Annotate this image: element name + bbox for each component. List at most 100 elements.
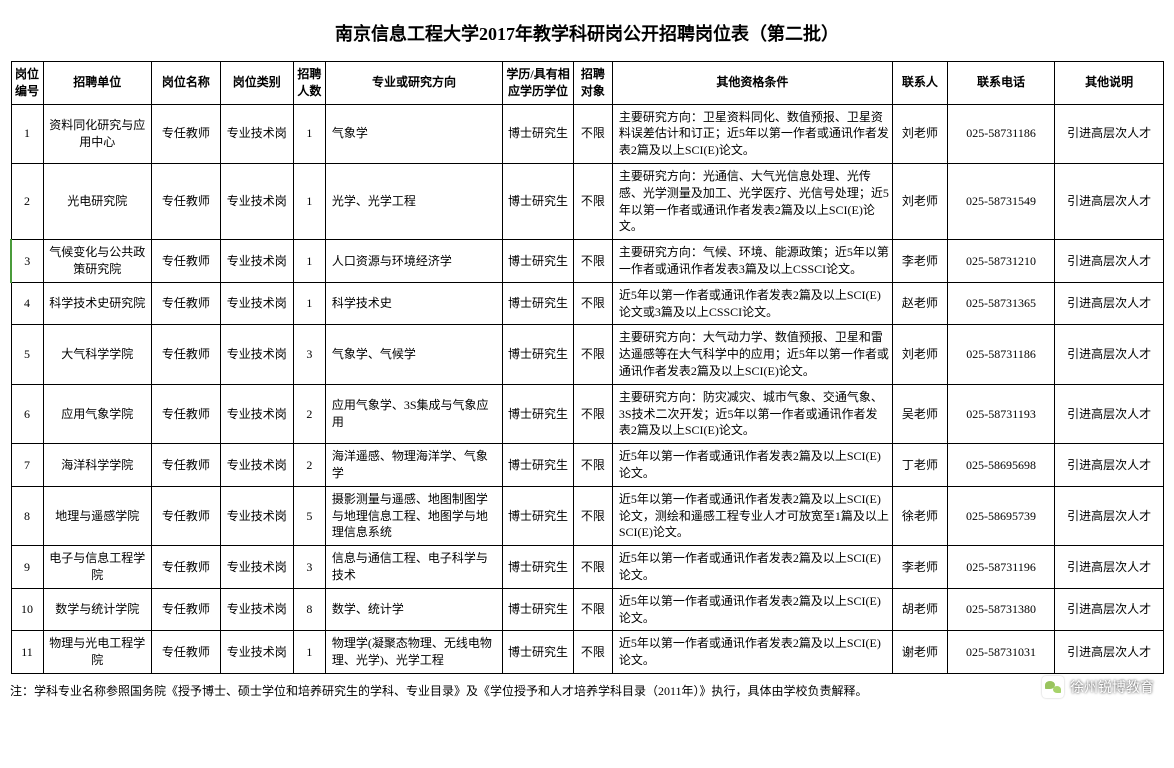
header-count: 招聘人数 bbox=[293, 62, 325, 105]
cell-target: 不限 bbox=[573, 325, 612, 384]
table-row: 9电子与信息工程学院专任教师专业技术岗3信息与通信工程、电子科学与技术博士研究生… bbox=[11, 546, 1164, 589]
header-unit: 招聘单位 bbox=[43, 62, 152, 105]
cell-unit: 大气科学学院 bbox=[43, 325, 152, 384]
cell-unit: 物理与光电工程学院 bbox=[43, 631, 152, 674]
cell-edu: 博士研究生 bbox=[503, 444, 574, 487]
cell-phone: 025-58731196 bbox=[947, 546, 1054, 589]
table-row: 11物理与光电工程学院专任教师专业技术岗1物理学(凝聚态物理、无线电物理、光学)… bbox=[11, 631, 1164, 674]
header-major: 专业或研究方向 bbox=[325, 62, 502, 105]
cell-id: 8 bbox=[11, 486, 43, 545]
cell-note: 引进高层次人才 bbox=[1055, 163, 1164, 239]
cell-note: 引进高层次人才 bbox=[1055, 588, 1164, 631]
cell-qual: 近5年以第一作者或通讯作者发表2篇及以上SCI(E)论文。 bbox=[612, 631, 892, 674]
table-row: 5大气科学学院专任教师专业技术岗3气象学、气候学博士研究生不限主要研究方向：大气… bbox=[11, 325, 1164, 384]
cell-count: 1 bbox=[293, 631, 325, 674]
cell-post-name: 专任教师 bbox=[152, 546, 221, 589]
cell-qual: 主要研究方向：防灾减灾、城市气象、交通气象、3S技术二次开发；近5年以第一作者或… bbox=[612, 384, 892, 443]
header-phone: 联系电话 bbox=[947, 62, 1054, 105]
page-title: 南京信息工程大学2017年教学科研岗公开招聘岗位表（第二批） bbox=[10, 20, 1164, 46]
cell-unit: 光电研究院 bbox=[43, 163, 152, 239]
cell-qual: 主要研究方向：大气动力学、数值预报、卫星和雷达遥感等在大气科学中的应用；近5年以… bbox=[612, 325, 892, 384]
cell-post-type: 专业技术岗 bbox=[220, 631, 293, 674]
cell-id: 9 bbox=[11, 546, 43, 589]
cell-qual: 近5年以第一作者或通讯作者发表2篇及以上SCI(E)论文或3篇及以上CSSCI论… bbox=[612, 282, 892, 325]
table-row: 1资料同化研究与应用中心专任教师专业技术岗1气象学博士研究生不限主要研究方向：卫… bbox=[11, 104, 1164, 163]
cell-contact: 吴老师 bbox=[892, 384, 947, 443]
cell-note: 引进高层次人才 bbox=[1055, 104, 1164, 163]
cell-qual: 近5年以第一作者或通讯作者发表2篇及以上SCI(E)论文。 bbox=[612, 546, 892, 589]
cell-unit: 应用气象学院 bbox=[43, 384, 152, 443]
cell-phone: 025-58695739 bbox=[947, 486, 1054, 545]
cell-post-type: 专业技术岗 bbox=[220, 444, 293, 487]
cell-phone: 025-58731031 bbox=[947, 631, 1054, 674]
cell-contact: 李老师 bbox=[892, 240, 947, 283]
table-row: 2光电研究院专任教师专业技术岗1光学、光学工程博士研究生不限主要研究方向：光通信… bbox=[11, 163, 1164, 239]
cell-id: 10 bbox=[11, 588, 43, 631]
header-contact: 联系人 bbox=[892, 62, 947, 105]
cell-note: 引进高层次人才 bbox=[1055, 631, 1164, 674]
wechat-icon bbox=[1042, 676, 1064, 698]
header-edu: 学历/具有相应学历学位 bbox=[503, 62, 574, 105]
cell-id: 3 bbox=[11, 240, 43, 283]
cell-note: 引进高层次人才 bbox=[1055, 384, 1164, 443]
cell-major: 物理学(凝聚态物理、无线电物理、光学)、光学工程 bbox=[325, 631, 502, 674]
cell-count: 1 bbox=[293, 104, 325, 163]
cell-post-type: 专业技术岗 bbox=[220, 588, 293, 631]
table-row: 3气候变化与公共政策研究院专任教师专业技术岗1人口资源与环境经济学博士研究生不限… bbox=[11, 240, 1164, 283]
cell-contact: 谢老师 bbox=[892, 631, 947, 674]
cell-count: 3 bbox=[293, 546, 325, 589]
cell-target: 不限 bbox=[573, 384, 612, 443]
cell-contact: 徐老师 bbox=[892, 486, 947, 545]
cell-edu: 博士研究生 bbox=[503, 163, 574, 239]
cell-post-type: 专业技术岗 bbox=[220, 282, 293, 325]
cell-major: 气象学 bbox=[325, 104, 502, 163]
cell-qual: 近5年以第一作者或通讯作者发表2篇及以上SCI(E)论文。 bbox=[612, 588, 892, 631]
header-note: 其他说明 bbox=[1055, 62, 1164, 105]
cell-major: 光学、光学工程 bbox=[325, 163, 502, 239]
cell-target: 不限 bbox=[573, 104, 612, 163]
cell-contact: 刘老师 bbox=[892, 325, 947, 384]
recruitment-table: 岗位编号 招聘单位 岗位名称 岗位类别 招聘人数 专业或研究方向 学历/具有相应… bbox=[10, 61, 1164, 674]
header-target: 招聘对象 bbox=[573, 62, 612, 105]
cell-major: 数学、统计学 bbox=[325, 588, 502, 631]
cell-post-name: 专任教师 bbox=[152, 384, 221, 443]
cell-phone: 025-58731193 bbox=[947, 384, 1054, 443]
cell-id: 1 bbox=[11, 104, 43, 163]
cell-phone: 025-58731380 bbox=[947, 588, 1054, 631]
cell-unit: 海洋科学学院 bbox=[43, 444, 152, 487]
cell-contact: 丁老师 bbox=[892, 444, 947, 487]
cell-contact: 刘老师 bbox=[892, 104, 947, 163]
cell-target: 不限 bbox=[573, 486, 612, 545]
header-post-type: 岗位类别 bbox=[220, 62, 293, 105]
cell-id: 6 bbox=[11, 384, 43, 443]
watermark-text: 徐州锐博教育 bbox=[1070, 677, 1154, 697]
cell-note: 引进高层次人才 bbox=[1055, 282, 1164, 325]
cell-major: 科学技术史 bbox=[325, 282, 502, 325]
table-row: 6应用气象学院专任教师专业技术岗2应用气象学、3S集成与气象应用博士研究生不限主… bbox=[11, 384, 1164, 443]
cell-edu: 博士研究生 bbox=[503, 325, 574, 384]
table-row: 7海洋科学学院专任教师专业技术岗2海洋遥感、物理海洋学、气象学博士研究生不限近5… bbox=[11, 444, 1164, 487]
cell-unit: 气候变化与公共政策研究院 bbox=[43, 240, 152, 283]
cell-count: 3 bbox=[293, 325, 325, 384]
cell-target: 不限 bbox=[573, 444, 612, 487]
cell-target: 不限 bbox=[573, 631, 612, 674]
header-id: 岗位编号 bbox=[11, 62, 43, 105]
cell-major: 气象学、气候学 bbox=[325, 325, 502, 384]
cell-post-name: 专任教师 bbox=[152, 240, 221, 283]
cell-count: 1 bbox=[293, 282, 325, 325]
cell-major: 人口资源与环境经济学 bbox=[325, 240, 502, 283]
cell-post-name: 专任教师 bbox=[152, 282, 221, 325]
cell-qual: 近5年以第一作者或通讯作者发表2篇及以上SCI(E)论文。 bbox=[612, 444, 892, 487]
cell-count: 1 bbox=[293, 240, 325, 283]
table-row: 8地理与遥感学院专任教师专业技术岗5摄影测量与遥感、地图制图学与地理信息工程、地… bbox=[11, 486, 1164, 545]
footnote: 注：学科专业名称参照国务院《授予博士、硕士学位和培养研究生的学科、专业目录》及《… bbox=[10, 682, 1164, 700]
cell-post-name: 专任教师 bbox=[152, 588, 221, 631]
cell-unit: 电子与信息工程学院 bbox=[43, 546, 152, 589]
cell-contact: 李老师 bbox=[892, 546, 947, 589]
cell-target: 不限 bbox=[573, 282, 612, 325]
cell-target: 不限 bbox=[573, 546, 612, 589]
cell-edu: 博士研究生 bbox=[503, 384, 574, 443]
cell-id: 4 bbox=[11, 282, 43, 325]
table-header-row: 岗位编号 招聘单位 岗位名称 岗位类别 招聘人数 专业或研究方向 学历/具有相应… bbox=[11, 62, 1164, 105]
cell-phone: 025-58731549 bbox=[947, 163, 1054, 239]
